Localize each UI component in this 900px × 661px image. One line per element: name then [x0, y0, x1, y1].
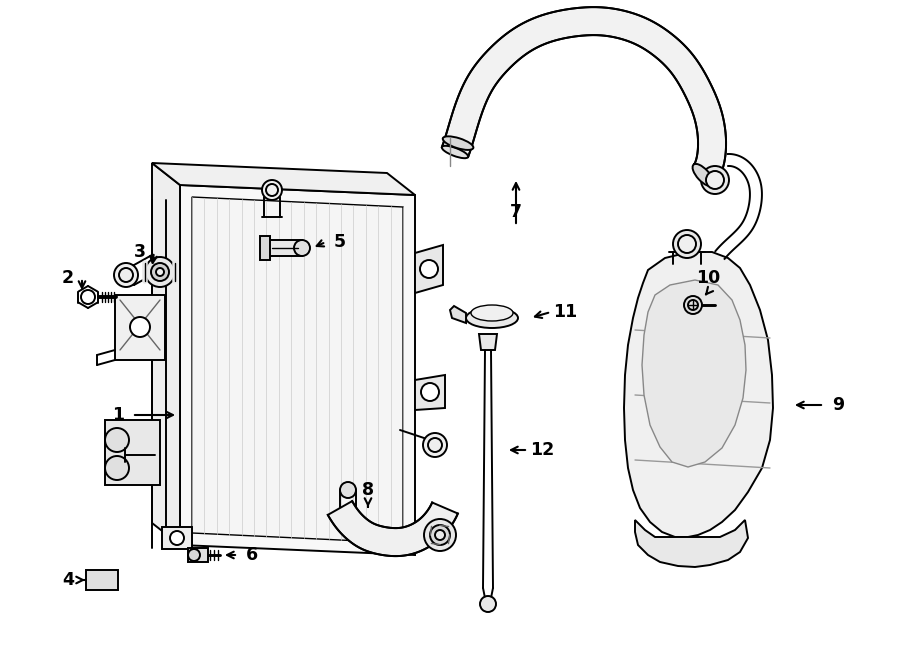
Circle shape [105, 456, 129, 480]
Ellipse shape [693, 164, 714, 186]
Circle shape [423, 433, 447, 457]
Circle shape [673, 230, 701, 258]
Ellipse shape [442, 146, 468, 158]
Polygon shape [86, 570, 118, 590]
Circle shape [421, 383, 439, 401]
Circle shape [188, 549, 200, 561]
Polygon shape [192, 197, 403, 543]
Circle shape [424, 519, 456, 551]
Polygon shape [268, 240, 302, 256]
Polygon shape [415, 375, 445, 410]
Polygon shape [162, 527, 192, 549]
Text: 4: 4 [62, 571, 74, 589]
Polygon shape [152, 163, 180, 545]
Text: 6: 6 [246, 546, 258, 564]
Text: 2: 2 [62, 269, 74, 287]
Circle shape [706, 171, 724, 189]
Circle shape [430, 525, 450, 545]
Polygon shape [260, 236, 270, 260]
Circle shape [435, 530, 445, 540]
Polygon shape [479, 334, 497, 350]
Text: 11: 11 [553, 303, 577, 321]
Polygon shape [642, 280, 746, 467]
Polygon shape [152, 163, 415, 195]
Circle shape [105, 428, 129, 452]
Circle shape [678, 235, 696, 253]
Circle shape [420, 260, 438, 278]
Circle shape [684, 296, 702, 314]
Polygon shape [624, 252, 773, 537]
Polygon shape [450, 306, 466, 323]
Text: 7: 7 [510, 203, 522, 221]
Circle shape [294, 240, 310, 256]
Ellipse shape [471, 305, 513, 321]
Circle shape [145, 257, 175, 287]
Circle shape [701, 166, 729, 194]
Polygon shape [442, 7, 726, 186]
Polygon shape [328, 501, 458, 556]
Text: 5: 5 [334, 233, 346, 251]
Polygon shape [415, 245, 443, 293]
Circle shape [130, 317, 150, 337]
Circle shape [156, 268, 164, 276]
Text: 9: 9 [832, 396, 844, 414]
Polygon shape [188, 548, 208, 562]
Circle shape [114, 263, 138, 287]
Text: 3: 3 [134, 243, 146, 261]
Circle shape [340, 482, 356, 498]
Text: 1: 1 [112, 406, 124, 424]
Polygon shape [115, 295, 165, 360]
Ellipse shape [443, 136, 473, 150]
Text: 8: 8 [362, 481, 374, 499]
Circle shape [151, 263, 169, 281]
Circle shape [262, 180, 282, 200]
Text: 10: 10 [696, 269, 720, 287]
Circle shape [480, 596, 496, 612]
Polygon shape [180, 185, 415, 555]
Circle shape [170, 531, 184, 545]
Polygon shape [105, 420, 160, 485]
Text: 12: 12 [530, 441, 554, 459]
Ellipse shape [466, 308, 518, 328]
Polygon shape [635, 520, 748, 567]
